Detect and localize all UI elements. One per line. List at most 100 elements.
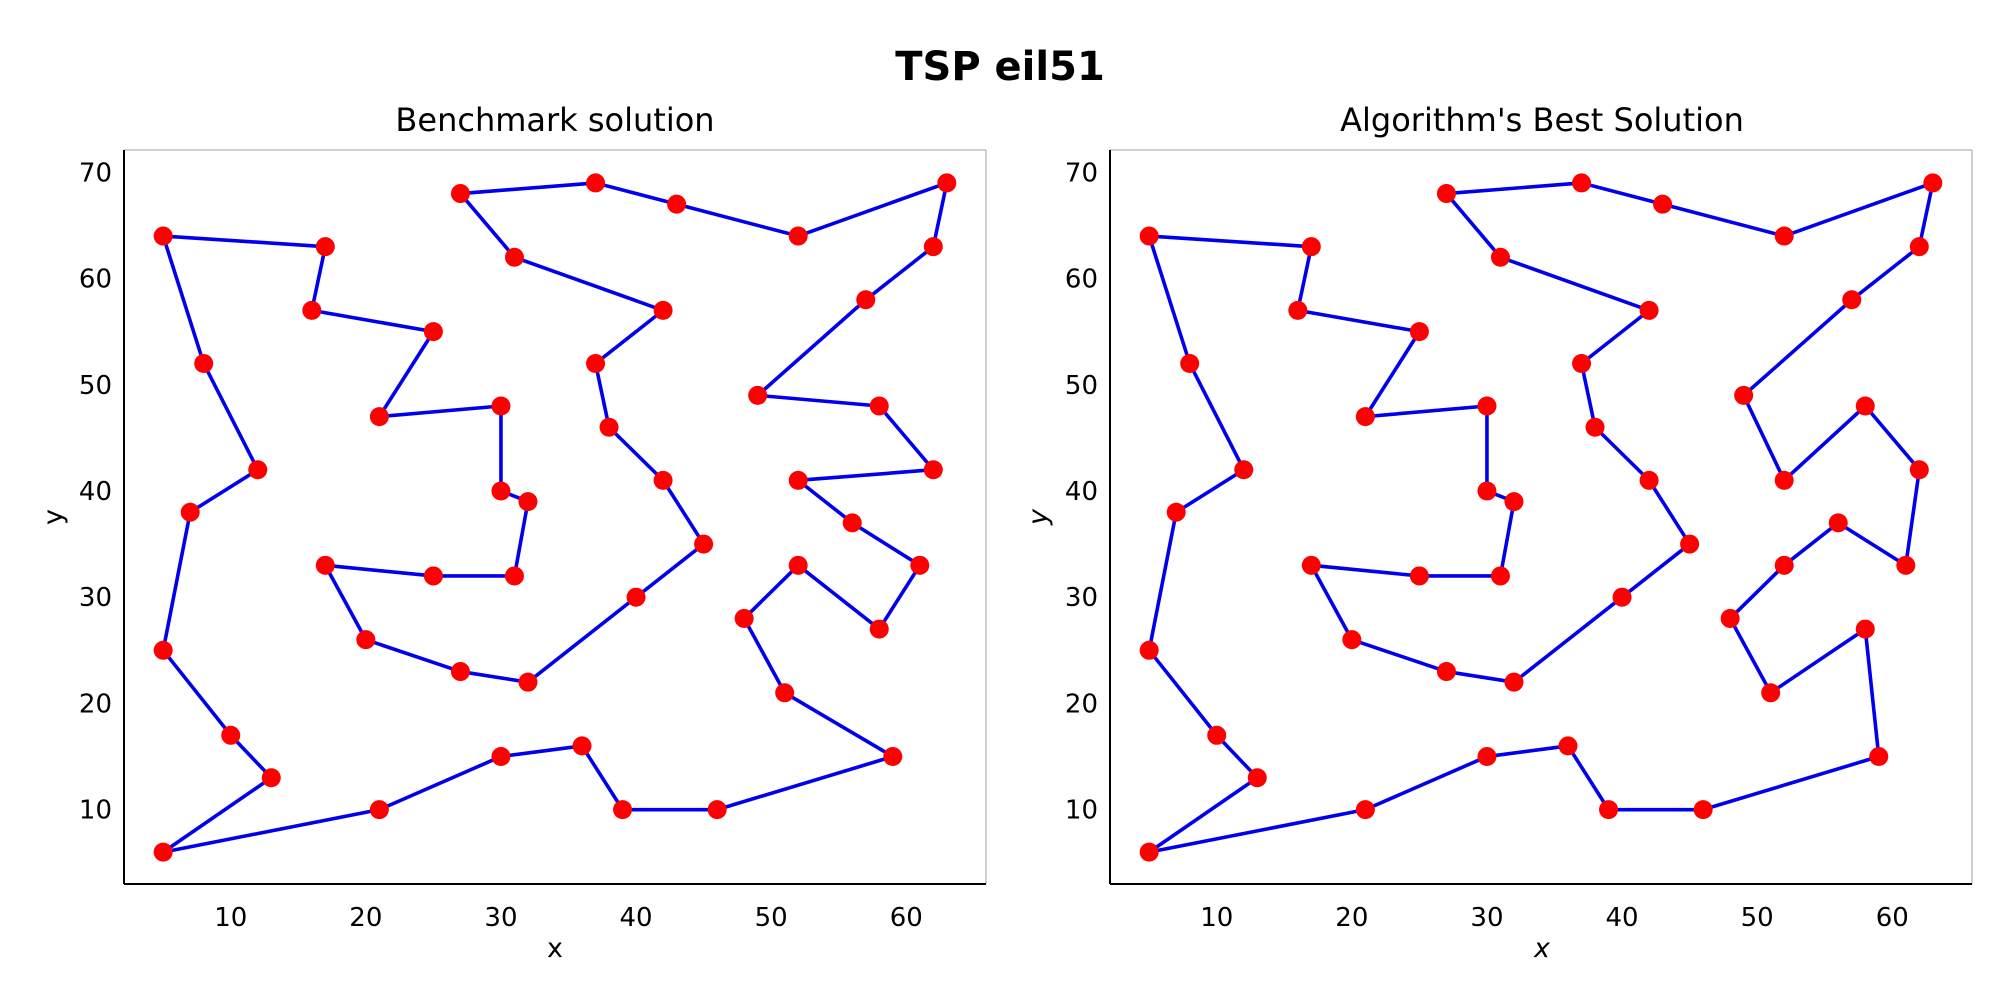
benchmark-x-tick-label: 20 [349,903,382,933]
benchmark-tour-edge [850,521,922,568]
benchmark-tour-edge [742,616,787,695]
algorithm-tour-edge [1174,467,1246,515]
algorithm-tour-edge [1782,404,1868,483]
algorithm-y-tick-label: 30 [1065,583,1098,613]
algorithm-city-point [1166,502,1186,522]
benchmark-city-point [613,800,633,820]
benchmark-tour-edge [877,404,936,472]
benchmark-city-point [599,417,619,437]
algorithm-x-tick-label: 10 [1200,903,1233,933]
benchmark-tour-edge [796,563,882,631]
algorithm-tour-edge [1147,648,1219,738]
algorithm-x-tick-label: 30 [1470,903,1503,933]
benchmark-city-point [694,534,714,554]
algorithm-tour-edge [1728,616,1773,695]
algorithm-x-axis-label: x [1533,933,1551,964]
algorithm-tour-edge [1849,244,1922,302]
benchmark-city-point [450,184,470,204]
benchmark-city-point [491,481,511,501]
benchmark-city-point [504,566,524,586]
algorithm-tour-edge [1498,255,1651,313]
algorithm-tour-edge [1147,807,1368,854]
benchmark-y-tick-label: 50 [79,371,112,401]
benchmark-tour-edge [593,361,611,430]
algorithm-city-point [1301,555,1321,575]
algorithm-city-point [1490,247,1510,267]
algorithm-city-point [1761,683,1781,703]
algorithm-tour-edge [1566,744,1611,812]
algorithm-city-point [1855,619,1875,639]
algorithm-x-tick-label: 50 [1741,903,1774,933]
algorithm-city-point [1599,800,1619,820]
benchmark-tour-edge [323,563,368,642]
algorithm-tour-edge [1444,191,1503,260]
algorithm-tour-edge [1147,234,1314,249]
algorithm-city-point [1612,587,1632,607]
algorithm-tour-edge [1444,181,1584,196]
algorithm-tour-edge [1147,510,1179,653]
benchmark-tour-edge [634,542,706,599]
benchmark-tour-edge [512,255,665,313]
algorithm-tour-edge [1363,404,1489,419]
algorithm-city-point [1639,300,1659,320]
algorithm-y-tick-label: 10 [1065,796,1098,826]
algorithm-y-tick-label: 50 [1065,371,1098,401]
algorithm-panel-title: Algorithm's Best Solution [1340,101,1744,139]
benchmark-tour-edge [323,563,436,578]
algorithm-city-point [1207,725,1227,745]
algorithm-city-point [1909,460,1929,480]
algorithm-tour-edge [1147,775,1260,854]
benchmark-tour-edge [593,308,665,366]
benchmark-tour-edge [499,744,584,759]
benchmark-city-point [842,513,862,533]
benchmark-y-tick-label: 20 [79,689,112,719]
benchmark-city-point [180,502,200,522]
benchmark-city-point [369,800,389,820]
algorithm-city-point [1680,534,1700,554]
benchmark-city-point [734,608,754,628]
benchmark-tour-edge [755,393,882,408]
benchmark-tour-edge [458,181,598,196]
algorithm-city-point [1774,555,1794,575]
algorithm-city-point [1139,226,1159,246]
algorithm-city-point [1477,396,1497,416]
benchmark-tour-edge [161,510,193,653]
algorithm-city-point [1774,470,1794,490]
benchmark-city-point [788,226,808,246]
benchmark-city-point [153,842,173,862]
algorithm-city-point [1923,173,1943,193]
benchmark-city-point [153,226,173,246]
benchmark-x-tick-label: 40 [620,903,653,933]
algorithm-tour-edge [1863,627,1881,759]
benchmark-tour-edge [674,202,800,238]
algorithm-tour-edge [1728,563,1786,621]
algorithm-y-axis-label: y [1023,508,1054,526]
algorithm-tour-edge [1214,733,1260,780]
algorithm-y-tick-label: 20 [1065,689,1098,719]
algorithm-city-point [1477,747,1497,767]
figure-title: TSP eil51 [895,44,1105,90]
benchmark-tour-edge [512,499,530,578]
algorithm-city-point [1558,736,1578,756]
algorithm-tour-edge [1620,542,1692,599]
benchmark-city-point [626,587,646,607]
algorithm-tour-edge [1512,595,1624,684]
benchmark-city-point [315,237,335,257]
algorithm-tour-edge [1863,404,1922,472]
algorithm-y-tick-label: 60 [1065,265,1098,295]
algorithm-city-point [1436,662,1456,682]
benchmark-city-point [856,290,876,310]
benchmark-city-point [450,662,470,682]
benchmark-city-point [504,247,524,267]
benchmark-tour-edge [161,775,274,854]
algorithm-city-point [1572,354,1592,374]
algorithm-tour-edge [1768,627,1868,695]
benchmark-x-tick-label: 60 [890,903,923,933]
algorithm-x-tick-label: 20 [1335,903,1368,933]
benchmark-city-point [788,470,808,490]
benchmark-tour-edge [877,563,922,631]
algorithm-y-tick-label: 40 [1065,477,1098,507]
benchmark-city-point [923,237,943,257]
benchmark-city-point [923,460,943,480]
